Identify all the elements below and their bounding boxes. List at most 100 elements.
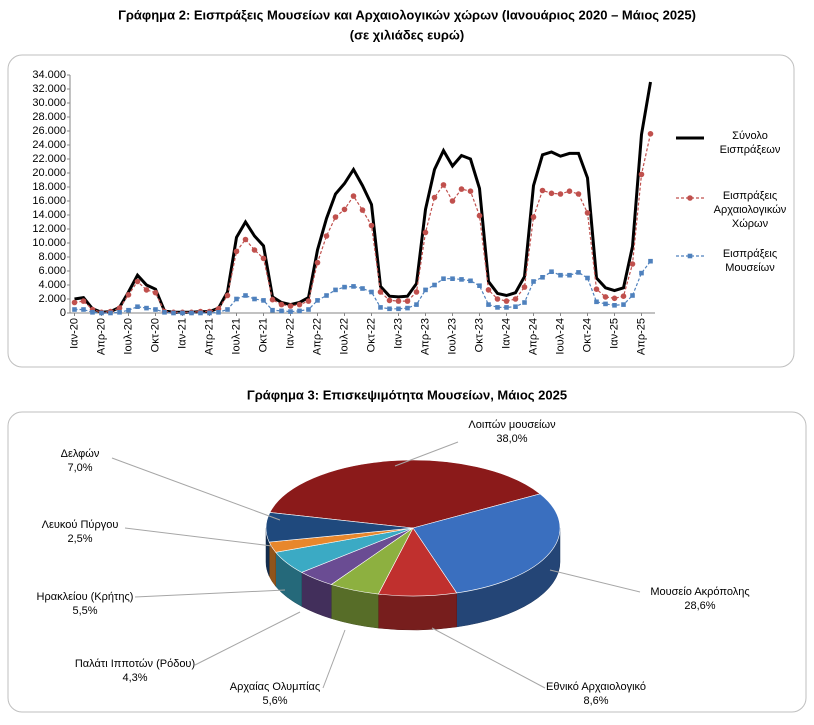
leader-line [134, 589, 286, 598]
marker [602, 294, 609, 300]
marker [216, 310, 221, 315]
marker [522, 300, 527, 305]
marker [171, 310, 176, 316]
slice-side [378, 592, 457, 631]
marker [378, 305, 383, 310]
y-tick-label: 34.000 [32, 69, 66, 81]
marker [386, 297, 393, 304]
x-tick-label: Ιουλ-24 [554, 318, 566, 355]
marker [225, 307, 230, 312]
slice [265, 512, 414, 543]
marker [350, 193, 357, 199]
marker [252, 296, 257, 302]
marker [531, 279, 536, 284]
marker [593, 286, 600, 293]
marker [584, 210, 591, 216]
marker [449, 198, 456, 204]
marker [224, 292, 231, 299]
marker [117, 310, 122, 315]
x-tick-label: Οκτ-22 [365, 318, 377, 352]
x-tick-label: Οκτ-23 [473, 318, 485, 352]
marker [648, 258, 653, 264]
y-tick-label: 6.000 [38, 265, 66, 277]
x-tick-label: Οκτ-21 [257, 318, 269, 352]
marker [539, 187, 546, 194]
label-text: 2,5% [67, 533, 93, 545]
marker [180, 310, 185, 316]
marker [143, 287, 150, 293]
x-tick-label: Απρ-25 [635, 318, 647, 355]
marker [81, 307, 86, 312]
leader-line [111, 457, 281, 521]
marker [414, 302, 419, 307]
marker [90, 310, 95, 315]
marker [476, 212, 483, 219]
marker [135, 304, 140, 309]
y-tick-label: 14.000 [32, 209, 66, 221]
marker [576, 270, 581, 275]
marker [387, 306, 392, 312]
marker [279, 308, 284, 314]
y-tick-label: 12.000 [32, 223, 66, 235]
y-tick-label: 2.000 [38, 293, 66, 305]
x-tick-label: Ιαν-23 [392, 318, 404, 349]
slice-label: Λευκού Πύργου 2,5% [0, 518, 170, 546]
x-tick-label: Ιουλ-22 [338, 318, 350, 355]
x-tick-label: Ιουλ-20 [122, 318, 134, 355]
leader-line [194, 611, 301, 666]
leader-line [394, 441, 459, 467]
marker [251, 247, 258, 253]
label-text: Ηρακλείου (Κρήτης) [36, 591, 134, 603]
marker [423, 287, 428, 293]
marker [315, 298, 320, 303]
chart-subtitle: (σε χιλιάδες ευρώ) [350, 27, 464, 42]
slice-label: Αρχαίας Ολυμπίας 5,6% [185, 680, 365, 708]
legend-marker [687, 195, 693, 201]
label-text: 7,0% [67, 462, 93, 474]
marker [144, 305, 149, 311]
marker [603, 301, 608, 307]
marker [314, 259, 321, 266]
marker [80, 298, 87, 304]
y-tick-label: 20.000 [32, 167, 66, 179]
leader-line [431, 627, 546, 689]
marker [305, 298, 312, 304]
slice-label: Εθνικό Αρχαιολογικό 8,6% [506, 680, 686, 708]
label-text: Λοιπών μουσείων [468, 419, 556, 431]
label-text: 5,6% [262, 695, 288, 707]
y-tick-label: 30.000 [32, 97, 66, 109]
marker [288, 309, 293, 314]
marker [629, 261, 636, 267]
marker [432, 282, 437, 288]
label-text: 38,0% [496, 433, 528, 445]
y-tick-label: 0 [60, 307, 66, 319]
x-tick-label: Απρ-22 [311, 318, 323, 355]
marker [72, 307, 77, 312]
marker [108, 310, 113, 316]
marker [297, 308, 302, 314]
label-text: 5,5% [72, 605, 98, 617]
marker [521, 284, 528, 290]
marker [99, 310, 104, 316]
marker [323, 233, 330, 239]
marker [261, 298, 266, 303]
marker [332, 214, 339, 220]
marker [360, 286, 365, 291]
marker [270, 307, 275, 313]
marker [404, 298, 411, 304]
y-tick-label: 26.000 [32, 125, 66, 137]
marker [468, 278, 473, 284]
y-tick-label: 18.000 [32, 181, 66, 193]
marker [377, 289, 384, 295]
marker [243, 293, 248, 298]
marker [71, 299, 78, 306]
marker [431, 194, 438, 201]
marker [585, 275, 590, 281]
marker [126, 307, 131, 313]
marker [324, 293, 329, 298]
marker [557, 191, 564, 197]
marker [342, 284, 347, 290]
x-tick-label: Ιαν-22 [284, 318, 296, 349]
